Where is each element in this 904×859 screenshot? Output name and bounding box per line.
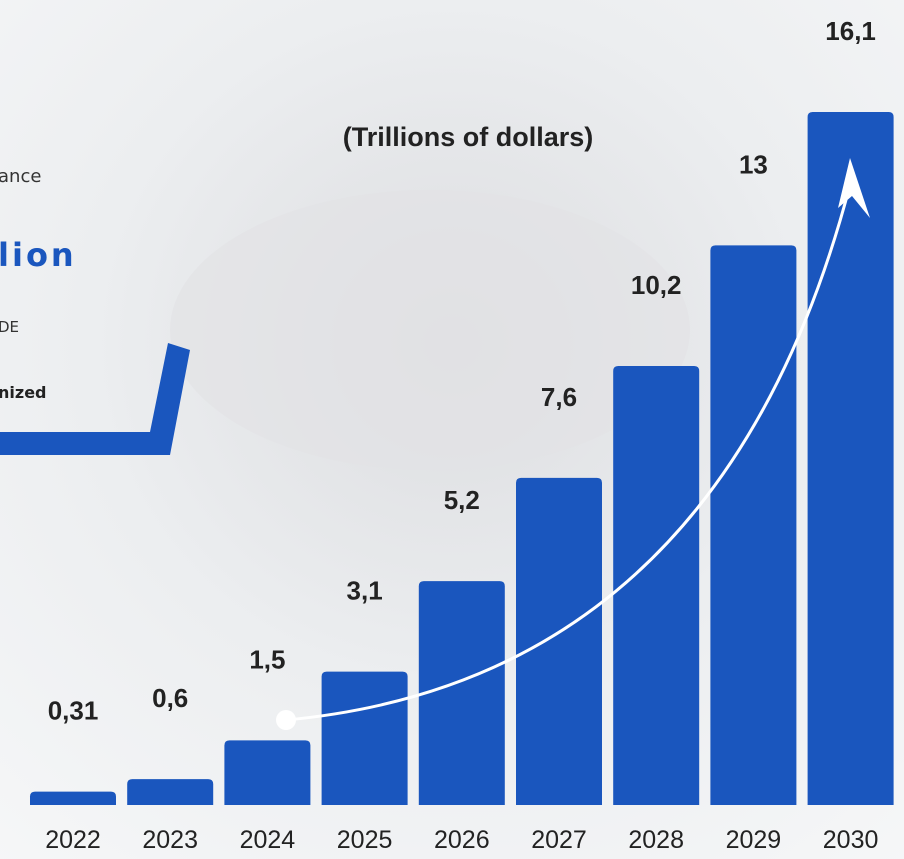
arrow-start [276,710,296,730]
chart-title: (Trillions of dollars) [343,122,594,152]
value-label: 3,1 [347,576,383,606]
arrow-head [838,158,870,218]
bar [127,779,214,805]
x-tick-label: 2027 [531,826,587,854]
fragment-text: nized [0,383,47,402]
bar [613,365,700,805]
value-label: 5,2 [444,485,480,515]
x-tick-label: 2022 [45,826,101,854]
fragment-text: DE [0,318,19,336]
value-label: 10,2 [631,270,682,300]
bar [321,671,408,805]
trend-arrow [285,184,852,722]
x-tick-label: 2025 [337,826,393,854]
x-tick-label: 2030 [823,826,879,854]
value-label: 1,5 [249,644,285,674]
bars: 0,31 2022 0,6 2023 1,5 2024 3,1 2025 5,2 2026 7,6 2… [30,16,894,854]
value-label: 16,1 [825,16,876,46]
x-tick-label: 2023 [142,826,198,854]
fragment-heading: lion [0,236,77,274]
x-tick-label: 2029 [726,826,782,854]
value-label: 7,6 [541,382,577,412]
bar [807,112,894,805]
fragment-text: ance [0,166,41,187]
bar [710,245,797,805]
value-label: 0,31 [48,696,99,726]
bar [418,581,505,805]
value-label: 13 [739,149,768,179]
bracket-shape [0,343,190,455]
x-tick-label: 2028 [628,826,684,854]
x-tick-label: 2024 [240,826,296,854]
value-label: 0,6 [152,683,188,713]
bar [30,791,116,805]
bar [224,740,311,805]
x-tick-label: 2026 [434,826,490,854]
bar [516,477,602,805]
blur-shape [170,190,690,470]
